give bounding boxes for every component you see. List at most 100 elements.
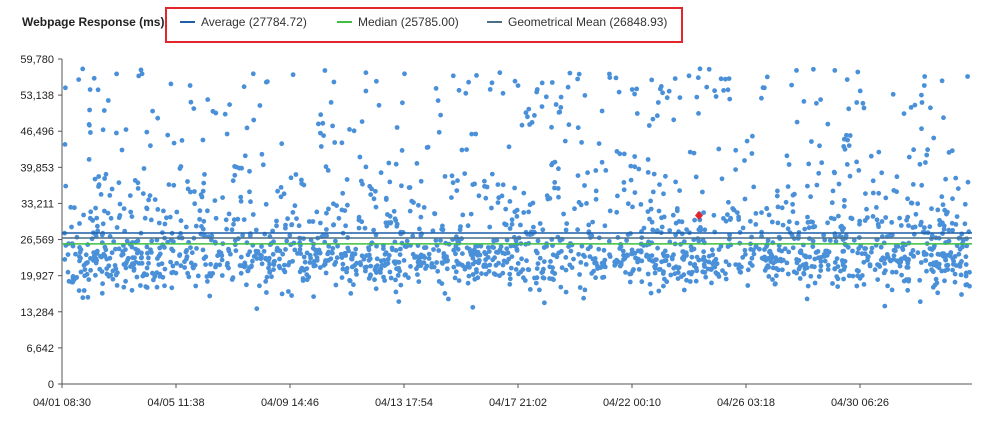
scatter-point xyxy=(378,170,384,176)
scatter-point xyxy=(421,245,427,251)
scatter-point xyxy=(775,188,780,194)
scatter-point xyxy=(661,283,666,289)
scatter-point xyxy=(483,251,489,257)
scatter-point xyxy=(745,267,751,273)
scatter-point xyxy=(141,166,147,171)
highlight-point[interactable] xyxy=(695,210,703,220)
scatter-point xyxy=(627,279,633,285)
scatter-point xyxy=(436,248,442,253)
scatter-point xyxy=(845,244,851,250)
scatter-point xyxy=(558,105,564,110)
scatter-point xyxy=(659,259,664,265)
scatter-point xyxy=(953,175,959,181)
scatter-point xyxy=(785,271,791,277)
scatter-point xyxy=(773,259,778,264)
scatter-point xyxy=(649,253,655,258)
scatter-point xyxy=(714,261,720,267)
scatter-point xyxy=(318,112,324,118)
scatter-point xyxy=(539,104,545,109)
scatter-point xyxy=(203,254,209,260)
scatter-point xyxy=(403,272,408,277)
scatter-point xyxy=(274,223,279,229)
x-tick-label: 04/09 14:46 xyxy=(261,397,319,409)
legend-label: Median (25785.00) xyxy=(358,15,459,29)
scatter-point xyxy=(649,219,655,225)
scatter-point xyxy=(491,237,497,243)
scatter-point xyxy=(364,253,369,258)
scatter-point xyxy=(952,254,958,259)
scatter-point xyxy=(723,76,728,82)
scatter-point xyxy=(123,127,129,132)
scatter-point xyxy=(146,260,151,266)
scatter-point xyxy=(693,174,699,180)
scatter-point xyxy=(502,221,507,227)
scatter-point xyxy=(326,249,332,255)
scatter-point xyxy=(882,303,888,309)
scatter-point xyxy=(818,268,824,273)
scatter-point xyxy=(774,273,779,279)
scatter-point xyxy=(177,166,183,171)
scatter-point xyxy=(723,276,729,282)
scatter-point xyxy=(339,207,345,213)
scatter-point xyxy=(579,140,584,145)
scatter-point xyxy=(541,259,547,264)
scatter-point xyxy=(583,262,589,267)
scatter-point xyxy=(266,265,271,271)
scatter-point xyxy=(525,114,530,120)
scatter-point xyxy=(289,222,294,228)
scatter-point xyxy=(874,205,879,210)
scatter-point xyxy=(805,283,811,289)
scatter-point xyxy=(601,260,607,266)
scatter-point xyxy=(271,262,277,267)
scatter-point xyxy=(257,103,263,108)
scatter-point xyxy=(833,239,839,244)
scatter-point xyxy=(533,280,539,286)
scatter-point xyxy=(393,277,398,283)
scatter-point xyxy=(762,254,767,260)
scatter-point xyxy=(904,264,910,270)
scatter-point xyxy=(292,203,298,209)
scatter-point xyxy=(267,242,273,248)
scatter-point xyxy=(928,105,933,111)
scatter-point xyxy=(634,111,640,116)
scatter-point xyxy=(648,198,653,204)
scatter-point xyxy=(638,202,644,207)
scatter-point xyxy=(733,147,739,153)
scatter-point xyxy=(696,111,701,116)
scatter-point xyxy=(331,79,337,85)
scatter-point xyxy=(801,270,807,276)
scatter-point xyxy=(509,217,515,223)
scatter-point xyxy=(922,74,928,79)
scatter-point xyxy=(187,83,193,88)
scatter-points xyxy=(62,66,972,312)
scatter-point xyxy=(148,143,153,149)
scatter-point xyxy=(630,204,635,210)
scatter-point xyxy=(921,249,927,255)
scatter-point xyxy=(665,253,670,259)
scatter-point xyxy=(515,261,521,266)
scatter-point xyxy=(351,282,356,288)
scatter-point xyxy=(169,246,175,252)
scatter-point xyxy=(750,133,755,139)
scatter-point xyxy=(332,262,337,267)
scatter-point xyxy=(304,250,310,256)
scatter-point xyxy=(170,263,176,269)
scatter-point xyxy=(773,281,778,287)
scatter-point xyxy=(284,238,290,244)
x-tick-label: 04/05 11:38 xyxy=(147,397,204,409)
scatter-point xyxy=(790,201,795,207)
scatter-point xyxy=(178,263,184,269)
scatter-point xyxy=(946,150,952,155)
scatter-point xyxy=(386,160,392,166)
scatter-point xyxy=(286,262,291,268)
y-tick-label: 46,496 xyxy=(20,126,54,138)
scatter-point xyxy=(534,266,540,271)
scatter-point xyxy=(442,174,448,179)
scatter-point xyxy=(117,201,123,207)
scatter-point xyxy=(962,201,968,207)
scatter-point xyxy=(954,214,960,220)
scatter-point xyxy=(87,215,93,221)
scatter-point xyxy=(558,94,564,100)
scatter-point xyxy=(585,170,590,176)
scatter-point xyxy=(774,193,780,199)
